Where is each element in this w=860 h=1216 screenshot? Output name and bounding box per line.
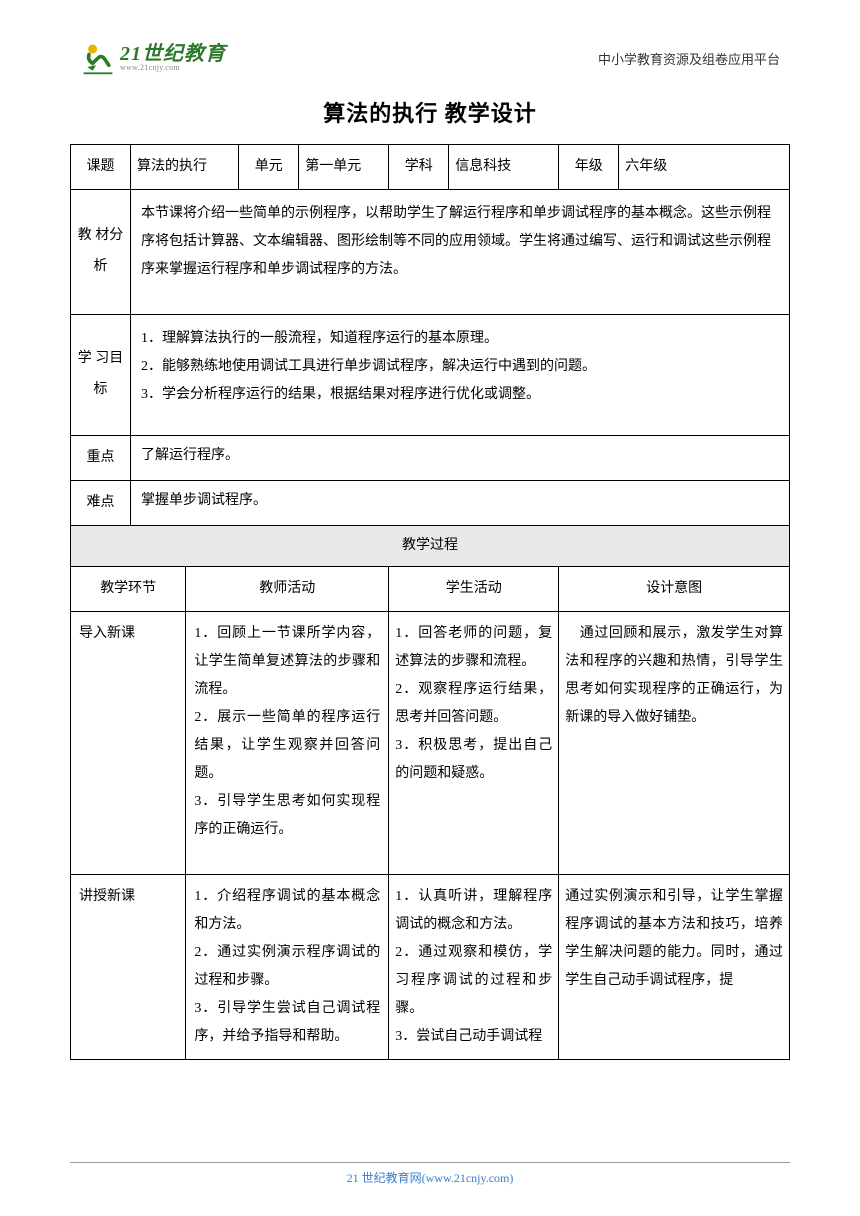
logo-sub-text: www.21cnjy.com bbox=[120, 64, 226, 72]
topic-value: 算法的执行 bbox=[131, 145, 239, 190]
col-intent: 设计意图 bbox=[559, 567, 790, 612]
process-header: 教学过程 bbox=[71, 526, 790, 567]
subject-label: 学科 bbox=[389, 145, 449, 190]
phase-cell: 导入新课 bbox=[71, 612, 186, 875]
unit-label: 单元 bbox=[239, 145, 299, 190]
info-row: 课题 算法的执行 单元 第一单元 学科 信息科技 年级 六年级 bbox=[71, 145, 790, 190]
keypoint-row: 重点 了解运行程序。 bbox=[71, 436, 790, 481]
intent-cell: 通过回顾和展示，激发学生对算法和程序的兴趣和热情，引导学生思考如何实现程序的正确… bbox=[559, 612, 790, 875]
logo-icon bbox=[80, 40, 116, 76]
page-header: 21世纪教育 www.21cnjy.com 中小学教育资源及组卷应用平台 bbox=[70, 40, 790, 76]
student-cell: 1．认真听讲，理解程序调试的概念和方法。 2．通过观察和模仿，学习程序调试的过程… bbox=[389, 875, 559, 1060]
goals-label: 学 习目 标 bbox=[71, 315, 131, 436]
student-cell: 1．回答老师的问题，复述算法的步骤和流程。 2．观察程序运行结果，思考并回答问题… bbox=[389, 612, 559, 875]
difficulty-content: 掌握单步调试程序。 bbox=[131, 481, 790, 526]
process-header-row: 教学过程 bbox=[71, 526, 790, 567]
keypoint-content: 了解运行程序。 bbox=[131, 436, 790, 481]
unit-value: 第一单元 bbox=[299, 145, 389, 190]
col-phase: 教学环节 bbox=[71, 567, 186, 612]
material-content: 本节课将介绍一些简单的示例程序，以帮助学生了解运行程序和单步调试程序的基本概念。… bbox=[131, 190, 790, 315]
grade-value: 六年级 bbox=[619, 145, 790, 190]
difficulty-row: 难点 掌握单步调试程序。 bbox=[71, 481, 790, 526]
difficulty-label: 难点 bbox=[71, 481, 131, 526]
logo-main-text: 21世纪教育 bbox=[120, 44, 226, 64]
columns-header-row: 教学环节 教师活动 学生活动 设计意图 bbox=[71, 567, 790, 612]
table-row: 导入新课 1．回顾上一节课所学内容，让学生简单复述算法的步骤和流程。 2．展示一… bbox=[71, 612, 790, 875]
goals-content: 1．理解算法执行的一般流程，知道程序运行的基本原理。 2．能够熟练地使用调试工具… bbox=[131, 315, 790, 436]
grade-label: 年级 bbox=[559, 145, 619, 190]
subject-value: 信息科技 bbox=[449, 145, 559, 190]
footer-divider bbox=[70, 1162, 790, 1163]
phase-cell: 讲授新课 bbox=[71, 875, 186, 1060]
col-student: 学生活动 bbox=[389, 567, 559, 612]
intent-cell: 通过实例演示和引导，让学生掌握程序调试的基本方法和技巧，培养学生解决问题的能力。… bbox=[559, 875, 790, 1060]
logo: 21世纪教育 www.21cnjy.com bbox=[80, 40, 226, 76]
teacher-cell: 1．介绍程序调试的基本概念和方法。 2．通过实例演示程序调试的过程和步骤。 3．… bbox=[186, 875, 389, 1060]
col-teacher: 教师活动 bbox=[186, 567, 389, 612]
page-title: 算法的执行 教学设计 bbox=[70, 96, 790, 128]
keypoint-label: 重点 bbox=[71, 436, 131, 481]
footer-text: 21 世纪教育网(www.21cnjy.com) bbox=[347, 1171, 514, 1185]
material-label: 教 材分 析 bbox=[71, 190, 131, 315]
lesson-plan-table: 课题 算法的执行 单元 第一单元 学科 信息科技 年级 六年级 教 材分 析 本… bbox=[70, 144, 790, 1060]
header-right-text: 中小学教育资源及组卷应用平台 bbox=[598, 49, 780, 68]
topic-label: 课题 bbox=[71, 145, 131, 190]
table-row: 讲授新课 1．介绍程序调试的基本概念和方法。 2．通过实例演示程序调试的过程和步… bbox=[71, 875, 790, 1060]
page-footer: 21 世纪教育网(www.21cnjy.com) bbox=[0, 1162, 860, 1186]
teacher-cell: 1．回顾上一节课所学内容，让学生简单复述算法的步骤和流程。 2．展示一些简单的程… bbox=[186, 612, 389, 875]
material-row: 教 材分 析 本节课将介绍一些简单的示例程序，以帮助学生了解运行程序和单步调试程… bbox=[71, 190, 790, 315]
goals-row: 学 习目 标 1．理解算法执行的一般流程，知道程序运行的基本原理。 2．能够熟练… bbox=[71, 315, 790, 436]
